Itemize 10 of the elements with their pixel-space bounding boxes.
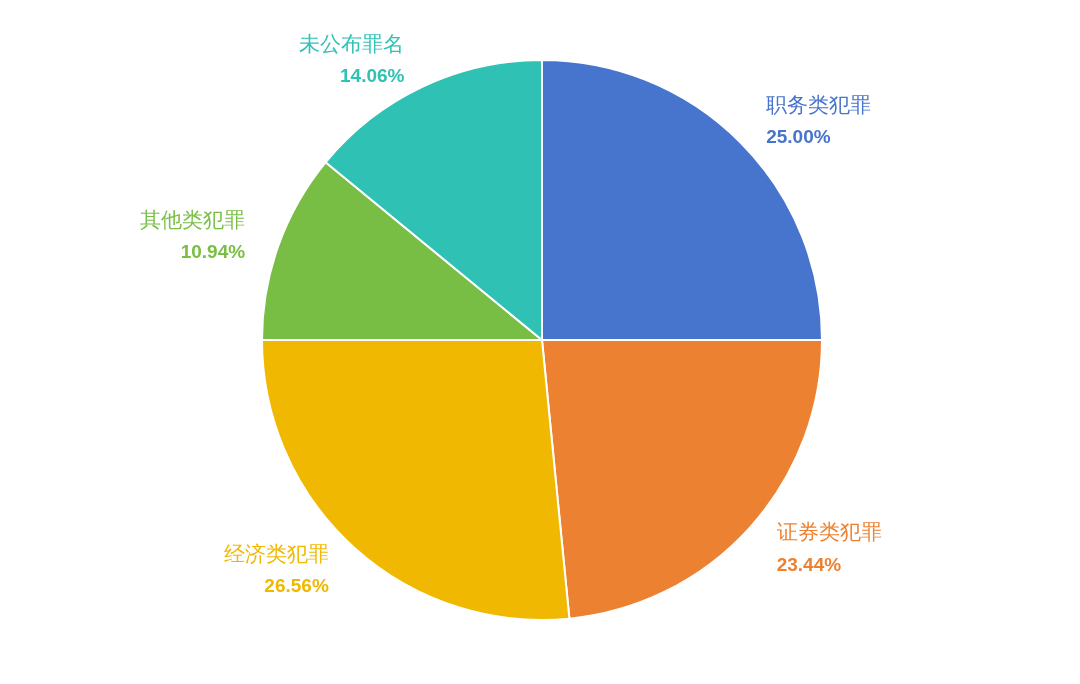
data-label: 26.56% <box>264 575 329 597</box>
slice-label: 证券类犯罪 <box>776 520 882 545</box>
slice-label: 职务类犯罪 <box>766 92 872 117</box>
data-label: 25.00% <box>766 126 831 148</box>
slice-label: 其他类犯罪 <box>140 207 246 232</box>
data-label: 14.06% <box>340 65 405 87</box>
slice-label: 经济类犯罪 <box>223 541 329 566</box>
data-label: 23.44% <box>776 553 842 575</box>
slice-label: 未公布罪名 <box>299 31 405 56</box>
data-label: 10.94% <box>180 241 246 263</box>
